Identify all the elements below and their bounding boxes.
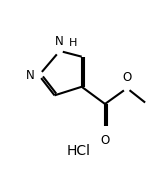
Text: N: N [26,69,35,82]
Text: HCl: HCl [67,144,91,158]
Text: H: H [69,38,77,48]
Text: O: O [100,134,110,147]
Text: O: O [122,71,132,84]
Text: N: N [55,35,64,48]
